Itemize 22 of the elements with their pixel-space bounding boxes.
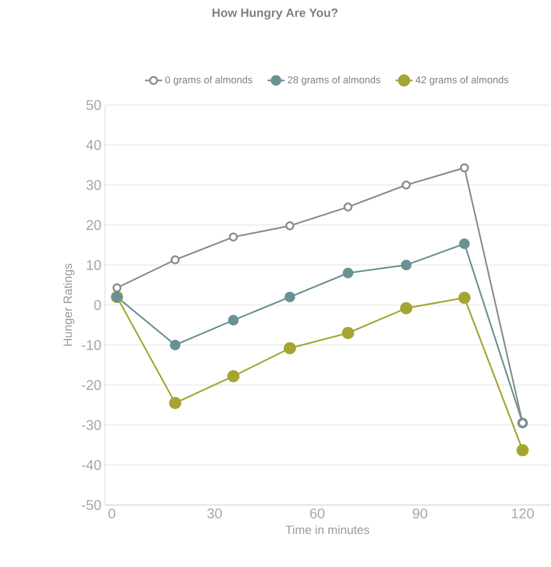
- y-tick-label: 10: [86, 260, 101, 270]
- y-tick-label: 50: [86, 100, 101, 110]
- legend-label: 42 grams of almonds: [416, 76, 508, 86]
- x-tick-label: 0: [108, 508, 116, 518]
- chart-title: How Hungry Are You?: [212, 8, 338, 20]
- x-tick-label: 90: [412, 508, 428, 518]
- legend-label: 28 grams of almonds: [288, 76, 380, 86]
- x-tick-label: 30: [207, 508, 222, 518]
- y-tick-label: -10: [82, 340, 101, 350]
- legend-label: 0 grams of almonds: [165, 76, 252, 86]
- x-axis-title: Time in minutes: [286, 525, 370, 534]
- y-tick-label: -20: [82, 380, 101, 390]
- y-tick-label: 20: [86, 220, 101, 230]
- y-tick-label: 30: [86, 180, 101, 190]
- y-tick-label: 40: [86, 140, 101, 150]
- y-axis-title: Hunger Ratings: [63, 264, 74, 346]
- y-tick-label: -50: [82, 500, 101, 510]
- y-tick-label: -30: [82, 420, 101, 430]
- y-tick-label: -40: [82, 460, 101, 470]
- y-tick-label: 0: [94, 300, 101, 310]
- x-tick-label: 120: [512, 508, 534, 518]
- x-tick-label: 60: [310, 508, 324, 518]
